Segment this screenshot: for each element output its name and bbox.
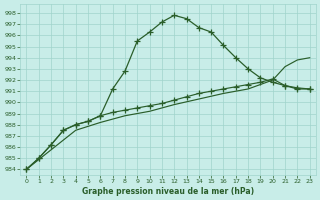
X-axis label: Graphe pression niveau de la mer (hPa): Graphe pression niveau de la mer (hPa) — [82, 187, 254, 196]
